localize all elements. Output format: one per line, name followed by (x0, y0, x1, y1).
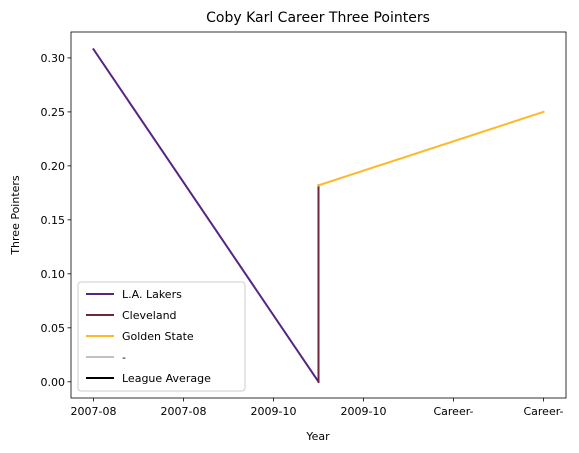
x-tick-label: 2009-10 (251, 405, 297, 418)
y-tick-label: 0.00 (41, 376, 66, 389)
y-tick-label: 0.15 (41, 214, 66, 227)
x-tick-label: 2009-10 (341, 405, 387, 418)
legend-label: Cleveland (122, 309, 177, 322)
legend-label: L.A. Lakers (122, 288, 182, 301)
x-tick-label: 2007-08 (161, 405, 207, 418)
legend-label: - (122, 351, 126, 364)
plot-area: 0.00 0.05 0.10 0.15 0.20 0.25 0.30 2007-08 2007-… (41, 31, 567, 418)
series-line-0 (92, 47, 320, 384)
x-tick-label: 2007-08 (71, 405, 117, 418)
legend-label: League Average (122, 372, 211, 385)
y-tick-label: 0.30 (41, 52, 66, 65)
y-tick-label: 0.05 (41, 322, 66, 335)
series-line-2 (317, 110, 545, 187)
y-tick-label: 0.25 (41, 106, 66, 119)
axes-frame (70, 31, 567, 399)
y-axis-label: Three Pointers (9, 175, 22, 256)
legend: L.A. Lakers Cleveland Golden State - League … (77, 281, 246, 392)
x-tick-label: Career- (433, 405, 473, 418)
legend-label: Golden State (122, 330, 194, 343)
y-tick-label: 0.20 (41, 160, 66, 173)
legend-box (77, 281, 246, 392)
y-tick-label: 0.10 (41, 268, 66, 281)
x-axis-label: Year (305, 430, 330, 443)
chart-title: Coby Karl Career Three Pointers (206, 10, 430, 26)
x-tick-label: Career- (523, 405, 563, 418)
